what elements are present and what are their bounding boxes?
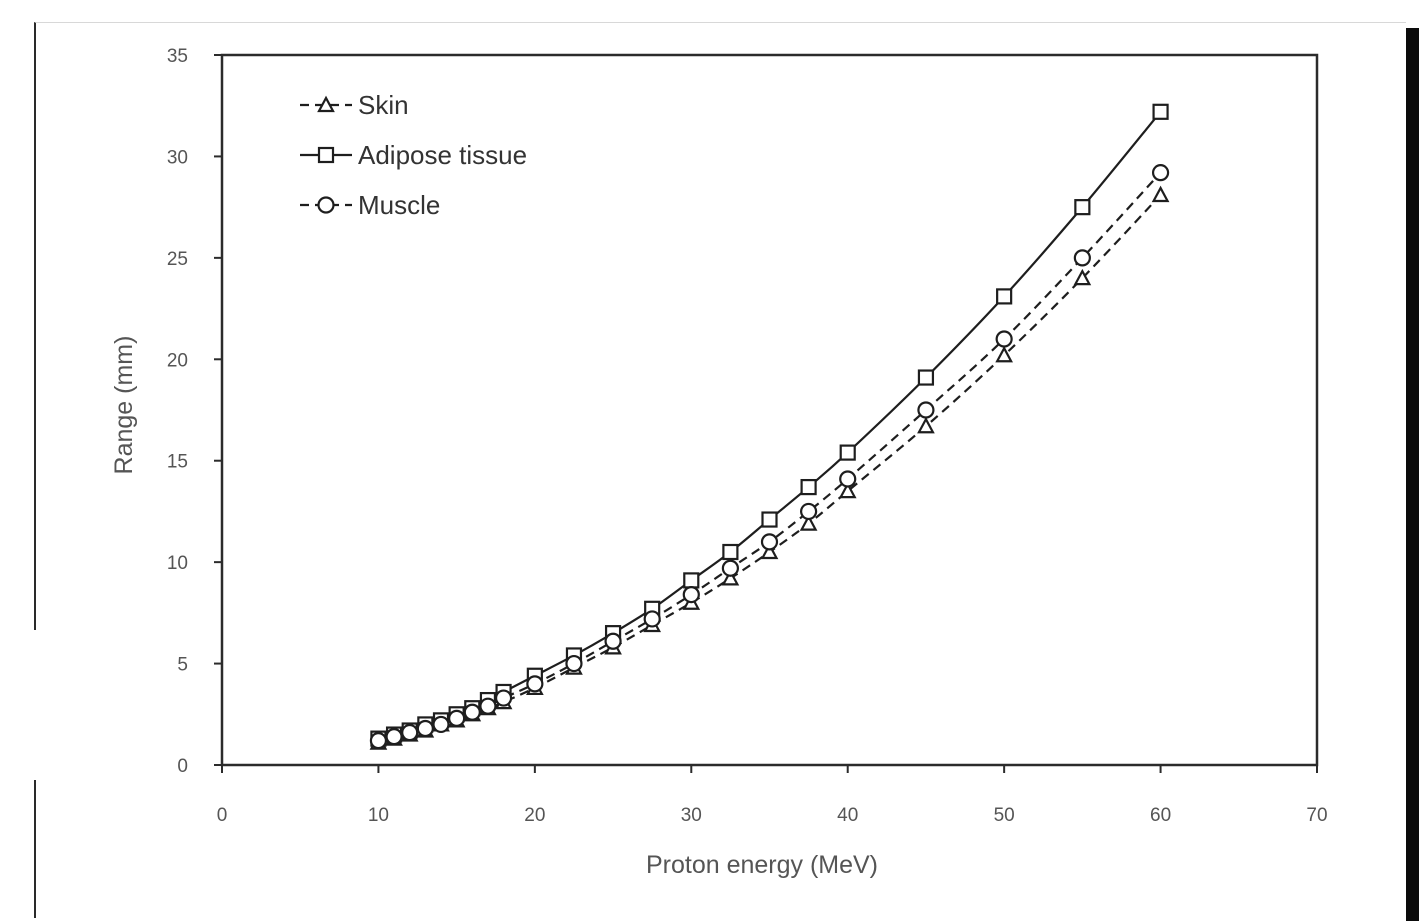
legend-marker-skin — [317, 95, 335, 113]
data-point-muscle — [643, 610, 661, 628]
x-axis-ticks: 0 10 20 30 40 50 60 70 — [217, 765, 1328, 826]
data-point-skin — [721, 569, 740, 586]
data-point-adipose-tissue — [683, 572, 700, 589]
legend-label: Skin — [358, 90, 409, 120]
data-point-skin — [1151, 185, 1170, 203]
legend-marker-muscle — [317, 196, 335, 214]
x-axis-title: Proton energy (MeV) — [646, 851, 878, 879]
data-point-adipose-tissue — [800, 478, 817, 496]
legend: Skin Adipose tissue Muscle — [300, 90, 527, 220]
legend-label: Adipose tissue — [358, 140, 527, 170]
x-tick-label: 30 — [681, 805, 702, 826]
legend-item-skin: Skin — [300, 90, 409, 120]
y-axis-title: Range (mm) — [110, 336, 138, 475]
data-point-adipose-tissue — [996, 288, 1013, 305]
data-point-skin — [760, 542, 779, 560]
data-point-muscle — [1073, 249, 1091, 267]
y-tick-label: 30 — [167, 147, 188, 168]
data-point-adipose-tissue — [1074, 199, 1091, 216]
y-tick-label: 25 — [167, 249, 188, 270]
data-point-muscle — [995, 330, 1013, 348]
x-tick-label: 70 — [1306, 805, 1327, 826]
data-point-adipose-tissue — [839, 444, 856, 461]
series-muscle — [369, 164, 1170, 750]
data-point-muscle — [416, 719, 434, 738]
y-tick-label: 20 — [167, 350, 188, 371]
data-point-muscle — [369, 732, 388, 750]
figure-frame — [34, 22, 1406, 918]
data-point-muscle — [682, 585, 700, 604]
data-point-muscle — [1151, 164, 1170, 182]
x-tick-label: 50 — [994, 805, 1015, 826]
legend-label: Muscle — [358, 190, 440, 220]
data-point-skin — [917, 416, 935, 434]
y-tick-label: 10 — [167, 553, 188, 574]
data-point-muscle — [479, 697, 497, 715]
data-point-muscle — [432, 715, 450, 734]
data-point-muscle — [494, 689, 513, 707]
legend-item-adipose-tissue: Adipose tissue — [300, 140, 527, 170]
data-point-skin — [799, 514, 818, 531]
x-tick-label: 40 — [837, 805, 858, 826]
data-point-muscle — [800, 502, 818, 521]
legend-marker-adipose-tissue — [317, 146, 335, 164]
data-point-muscle — [760, 533, 779, 551]
x-tick-label: 60 — [1150, 805, 1171, 826]
y-axis-ticks: 0 5 10 15 20 25 30 35 — [167, 46, 222, 777]
x-tick-label: 10 — [368, 805, 389, 826]
y-tick-label: 35 — [167, 46, 188, 67]
left-gap — [0, 630, 40, 780]
data-point-adipose-tissue — [761, 511, 778, 528]
data-point-skin — [838, 481, 857, 499]
right-edge-bar — [1406, 28, 1419, 921]
y-tick-label: 5 — [177, 655, 188, 676]
data-point-adipose-tissue — [1152, 103, 1169, 120]
plot-area — [220, 53, 1319, 767]
data-point-muscle — [565, 654, 583, 673]
x-tick-label: 0 — [217, 805, 228, 826]
y-tick-label: 15 — [167, 452, 188, 473]
data-point-muscle — [917, 401, 935, 419]
y-tick-label: 0 — [177, 756, 188, 777]
legend-item-muscle: Muscle — [300, 190, 440, 220]
data-point-muscle — [526, 675, 544, 693]
data-point-muscle — [839, 470, 857, 488]
x-tick-label: 20 — [524, 805, 545, 826]
data-point-muscle — [604, 632, 622, 650]
data-point-adipose-tissue — [722, 543, 739, 561]
data-point-muscle — [721, 559, 739, 577]
series-layer — [369, 103, 1170, 750]
data-point-muscle — [401, 723, 419, 742]
data-point-skin — [995, 345, 1013, 363]
data-point-muscle — [463, 703, 481, 721]
data-point-muscle — [448, 709, 466, 727]
data-point-muscle — [385, 727, 403, 746]
data-point-skin — [1073, 268, 1092, 286]
data-point-adipose-tissue — [917, 369, 935, 386]
